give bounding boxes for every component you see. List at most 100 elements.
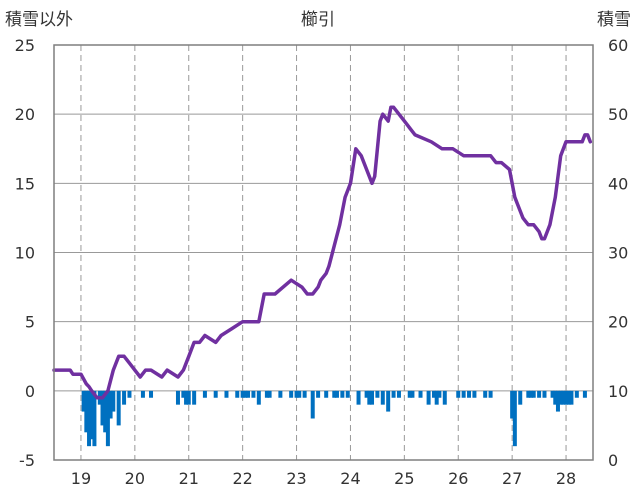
x-tick-label: 24: [340, 469, 360, 488]
x-tick-label: 28: [556, 469, 576, 488]
left-tick-label: 10: [15, 244, 35, 263]
bar: [103, 390, 108, 433]
bar: [264, 390, 269, 398]
x-tick-label: 26: [448, 469, 468, 488]
right-tick-label: 30: [608, 244, 628, 263]
bar: [356, 390, 361, 405]
bar: [542, 390, 547, 398]
bar: [564, 390, 569, 405]
bar: [569, 390, 574, 405]
left-tick-label: 25: [15, 36, 35, 55]
x-tick-label: 19: [71, 469, 91, 488]
bar: [108, 390, 113, 419]
bar: [332, 390, 337, 398]
bar: [396, 390, 401, 398]
left-axis-label: 積雪以外: [5, 10, 73, 30]
bar: [100, 390, 105, 426]
x-tick-label: 25: [394, 469, 414, 488]
right-tick-label: 10: [608, 382, 628, 401]
bar: [116, 390, 121, 426]
bar: [246, 390, 251, 398]
bar: [89, 390, 94, 440]
bar: [340, 390, 345, 398]
bar: [418, 390, 423, 398]
bar: [386, 390, 391, 412]
bar: [410, 390, 415, 398]
left-tick-label: 5: [25, 313, 35, 332]
right-tick-label: 60: [608, 36, 628, 55]
bar: [310, 390, 315, 419]
bar: [456, 390, 461, 398]
bar: [531, 390, 536, 398]
bar: [192, 390, 197, 405]
bar: [437, 390, 442, 398]
x-tick-label: 23: [286, 469, 306, 488]
bar: [529, 390, 534, 398]
bar: [461, 390, 466, 398]
bar: [149, 390, 154, 398]
bar: [81, 390, 86, 412]
bar: [582, 390, 587, 398]
bar: [267, 390, 272, 398]
x-tick-label: 20: [125, 469, 145, 488]
bar: [558, 390, 563, 405]
bar: [334, 390, 339, 398]
x-tick-label: 21: [179, 469, 199, 488]
bar: [370, 390, 375, 405]
right-tick-label: 20: [608, 313, 628, 332]
bar: [224, 390, 229, 398]
bar: [289, 390, 294, 398]
line-series: [52, 105, 593, 400]
bar: [364, 390, 369, 398]
right-tick-label: 40: [608, 174, 628, 193]
bar-series: [81, 390, 587, 447]
bar: [426, 390, 431, 405]
bar: [84, 390, 89, 433]
bar: [574, 390, 579, 398]
bar: [316, 390, 321, 398]
bar: [87, 390, 92, 447]
bar: [518, 390, 523, 405]
left-tick-label: 20: [15, 105, 35, 124]
tick-labels: -5 0 5 10 15 20 25 0 10 20 30 40 50 60 19 20 21 22 23 24 25 2…: [15, 36, 629, 488]
plot-frame: [53, 44, 594, 461]
bar: [297, 390, 302, 398]
bar: [472, 390, 477, 398]
bar: [345, 390, 350, 398]
bar: [431, 390, 436, 398]
bar: [251, 390, 256, 398]
bar: [256, 390, 261, 405]
bar: [278, 390, 283, 398]
left-tick-label: -5: [19, 451, 35, 470]
bar: [510, 390, 515, 419]
bar: [380, 390, 385, 405]
bar: [512, 390, 517, 447]
bar: [92, 390, 97, 447]
bar: [442, 390, 447, 405]
bar: [553, 390, 558, 405]
bar: [186, 390, 191, 405]
bar: [526, 390, 531, 398]
line-path: [52, 105, 593, 400]
bar: [122, 390, 127, 405]
bar: [202, 390, 207, 398]
x-tick-label: 22: [232, 469, 252, 488]
bar: [467, 390, 472, 398]
right-tick-label: 0: [608, 451, 618, 470]
bar: [127, 390, 132, 398]
bar: [181, 390, 186, 398]
bar: [294, 390, 299, 398]
bar: [566, 390, 571, 405]
bar: [434, 390, 439, 405]
bar: [105, 390, 110, 447]
bar: [243, 390, 248, 398]
bar: [555, 390, 560, 412]
bar: [561, 390, 566, 405]
bar: [407, 390, 412, 398]
bar: [175, 390, 180, 405]
chart-title: 櫛引: [301, 10, 335, 30]
bar: [213, 390, 218, 398]
bar: [488, 390, 493, 398]
left-tick-label: 15: [15, 174, 35, 193]
